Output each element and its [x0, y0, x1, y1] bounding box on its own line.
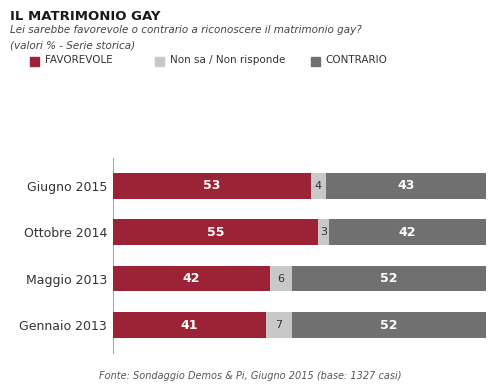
Text: (valori % - Serie storica): (valori % - Serie storica): [10, 41, 135, 51]
Bar: [318, 220, 329, 245]
Bar: [326, 173, 486, 199]
Text: 55: 55: [206, 226, 224, 239]
Bar: [266, 312, 292, 338]
Text: CONTRARIO: CONTRARIO: [326, 55, 388, 66]
Text: 52: 52: [380, 319, 398, 332]
Text: 42: 42: [182, 272, 200, 285]
Bar: [113, 173, 311, 199]
Bar: [292, 312, 486, 338]
Text: 52: 52: [380, 272, 398, 285]
Bar: [270, 266, 292, 291]
Bar: [311, 173, 326, 199]
Text: 4: 4: [315, 181, 322, 191]
Bar: [113, 312, 266, 338]
Text: 7: 7: [275, 320, 283, 330]
Bar: [113, 266, 270, 291]
Text: 41: 41: [180, 319, 198, 332]
Text: 3: 3: [320, 227, 327, 237]
Bar: [292, 266, 486, 291]
Text: 53: 53: [203, 179, 220, 192]
Text: FAVOREVOLE: FAVOREVOLE: [45, 55, 113, 66]
Text: IL MATRIMONIO GAY: IL MATRIMONIO GAY: [10, 10, 160, 23]
Text: Lei sarebbe favorevole o contrario a riconoscere il matrimonio gay?: Lei sarebbe favorevole o contrario a ric…: [10, 25, 362, 35]
Text: 6: 6: [277, 274, 284, 284]
Bar: [113, 220, 318, 245]
Text: 42: 42: [399, 226, 416, 239]
Bar: [329, 220, 486, 245]
Text: Non sa / Non risponde: Non sa / Non risponde: [170, 55, 286, 66]
Text: 43: 43: [397, 179, 414, 192]
Text: Fonte: Sondaggio Demos & Pi, Giugno 2015 (base: 1327 casi): Fonte: Sondaggio Demos & Pi, Giugno 2015…: [99, 371, 402, 381]
